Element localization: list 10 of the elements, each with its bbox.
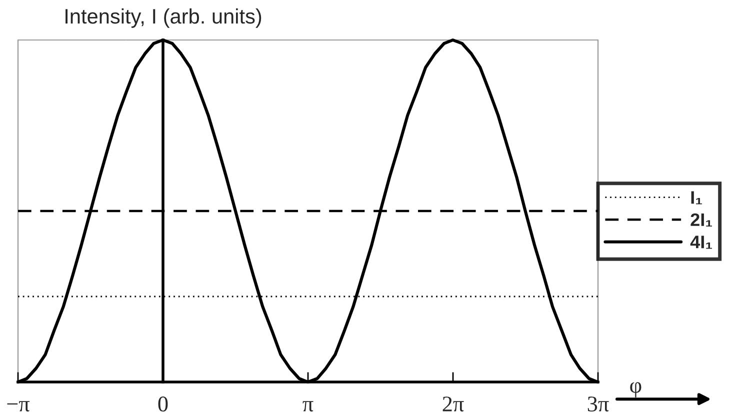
x-tick-label: π bbox=[302, 401, 314, 412]
x-tick-label: −π bbox=[7, 401, 30, 412]
legend-label: I₁ bbox=[691, 191, 702, 204]
x-tick-label: 2π bbox=[442, 396, 464, 412]
x-axis-title: φ bbox=[630, 382, 642, 398]
x-tick-label: 0 bbox=[158, 396, 168, 412]
legend-label: 4I₁ bbox=[690, 236, 712, 249]
x-tick-label: 3π bbox=[588, 396, 609, 412]
y-axis-title: Intensity, I (arb. units) bbox=[66, 8, 262, 28]
legend-label: 2I₁ bbox=[690, 213, 712, 226]
